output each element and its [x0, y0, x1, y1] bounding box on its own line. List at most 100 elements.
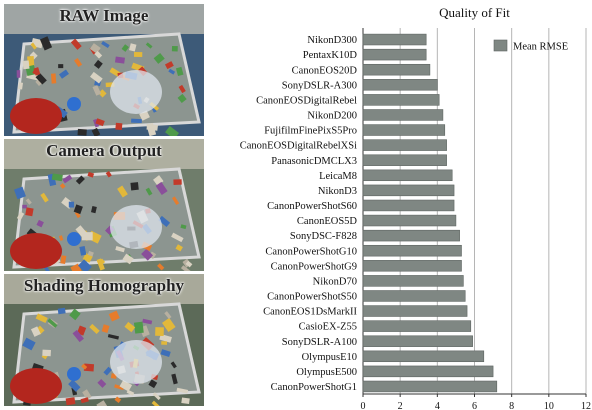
toy-piece	[25, 207, 34, 217]
bar-nikond70	[362, 275, 464, 287]
category-label: PanasonicDMCLX3	[271, 156, 357, 167]
category-label: CanonPowerShotS50	[267, 292, 357, 303]
toy-piece	[96, 258, 105, 271]
toy-piece	[133, 52, 143, 58]
toy-piece	[74, 58, 83, 68]
toy-piece	[18, 82, 24, 90]
category-label: SonyDSC-F828	[290, 231, 357, 242]
toy-piece	[81, 363, 88, 370]
toy-piece	[77, 128, 87, 136]
toy-piece	[158, 215, 171, 228]
toy-piece	[171, 373, 178, 385]
toy-piece	[73, 204, 83, 215]
bar-sonydslr-a300	[362, 79, 438, 91]
red-car-toy	[10, 368, 62, 404]
toy-piece	[165, 126, 180, 136]
toy-piece	[124, 321, 136, 333]
toy-piece	[35, 73, 47, 85]
toy-piece	[171, 45, 178, 52]
toy-piece	[148, 379, 158, 389]
bar-canonpowershotg1	[362, 380, 498, 393]
toy-piece	[175, 244, 183, 252]
category-label: CanonEOS1DsMarkII	[263, 307, 357, 318]
chart-title: Quality of Fit	[439, 5, 510, 20]
bar-canoneos20d	[362, 63, 431, 76]
blue-ball	[67, 367, 81, 381]
toy-piece	[77, 259, 92, 271]
toy-piece	[164, 61, 174, 70]
bar-canonpowershots60	[362, 199, 455, 212]
category-label: NikonD200	[307, 111, 357, 122]
bar-fujifilmfinepixs5pro	[362, 124, 446, 136]
shading-homography-panel: Shading Homography	[4, 274, 204, 406]
bar-nikond200	[362, 109, 444, 121]
toy-piece	[171, 232, 184, 243]
photo-backdrop	[4, 139, 204, 169]
toy-piece	[180, 224, 187, 230]
camera-output-photo	[4, 139, 204, 271]
toy-piece	[153, 52, 165, 64]
bar-canoneos5d	[362, 214, 457, 227]
toy-piece	[68, 201, 75, 208]
toy-piece	[87, 250, 94, 257]
toy-piece	[80, 397, 89, 404]
toy-piece	[98, 89, 107, 98]
bar-pentaxk10d	[362, 48, 427, 61]
raw-image-photo	[4, 4, 204, 136]
toy-piece	[114, 384, 125, 391]
toy-piece	[35, 313, 48, 324]
x-tick-label: 4	[435, 401, 440, 410]
toy-piece	[142, 318, 153, 325]
bar-canonpowershotg10	[362, 244, 462, 257]
toy-piece	[168, 68, 176, 75]
toy-piece	[51, 173, 63, 182]
bar-casioex-z55	[362, 320, 472, 332]
toy-piece	[176, 387, 189, 394]
toy-piece	[47, 318, 58, 328]
category-label: FujifilmFinePixS5Pro	[264, 126, 357, 137]
toy-piece	[173, 179, 182, 185]
toy-piece	[178, 84, 186, 94]
toy-piece	[70, 38, 82, 50]
shading-homography-label: Shading Homography	[23, 276, 185, 295]
toy-piece	[74, 211, 81, 219]
toy-piece	[122, 253, 134, 265]
toy-piece	[115, 246, 125, 253]
x-tick-label: 10	[544, 401, 554, 410]
toy-piece	[114, 396, 122, 403]
x-tick-label: 12	[581, 401, 591, 410]
toy-piece	[152, 392, 161, 401]
toy-piece	[90, 71, 103, 84]
toy-piece	[103, 366, 112, 376]
toy-piece	[87, 171, 95, 178]
legend-label: Mean RMSE	[513, 42, 568, 53]
toy-piece	[159, 333, 172, 343]
image-panels: RAW Image Camera Output Shading Homograp…	[4, 4, 204, 406]
toy-piece	[161, 341, 168, 345]
toy-piece	[96, 400, 110, 406]
photo-backdrop	[4, 4, 204, 34]
toy-piece	[97, 378, 107, 388]
category-label: CanonPowerShotG10	[265, 246, 357, 257]
category-label: NikonD3	[318, 186, 357, 197]
toy-piece	[101, 40, 110, 49]
toy-piece	[59, 183, 66, 189]
bar-canoneosdigitalrebel	[362, 94, 440, 106]
category-label: NikonD300	[307, 35, 357, 46]
category-label: LeicaM8	[319, 171, 357, 182]
x-tick-label: 0	[361, 401, 366, 410]
toy-piece	[105, 171, 112, 178]
toy-piece	[170, 361, 177, 369]
blue-ball	[67, 232, 81, 246]
toy-piece	[145, 42, 153, 49]
toy-piece	[175, 66, 184, 77]
bar-canoneosdigitalrebelxsi	[362, 139, 447, 151]
category-label: PentaxK10D	[303, 50, 358, 61]
bar-nikond3	[362, 184, 455, 197]
bar-canoneos1dsmarkii	[362, 305, 468, 317]
red-car-toy	[10, 233, 62, 269]
category-label: CanonPowerShotG9	[271, 261, 357, 272]
bar-panasonicdmclx3	[362, 154, 447, 166]
toy-piece	[141, 248, 154, 261]
category-label: SonyDSLR-A100	[282, 337, 357, 348]
